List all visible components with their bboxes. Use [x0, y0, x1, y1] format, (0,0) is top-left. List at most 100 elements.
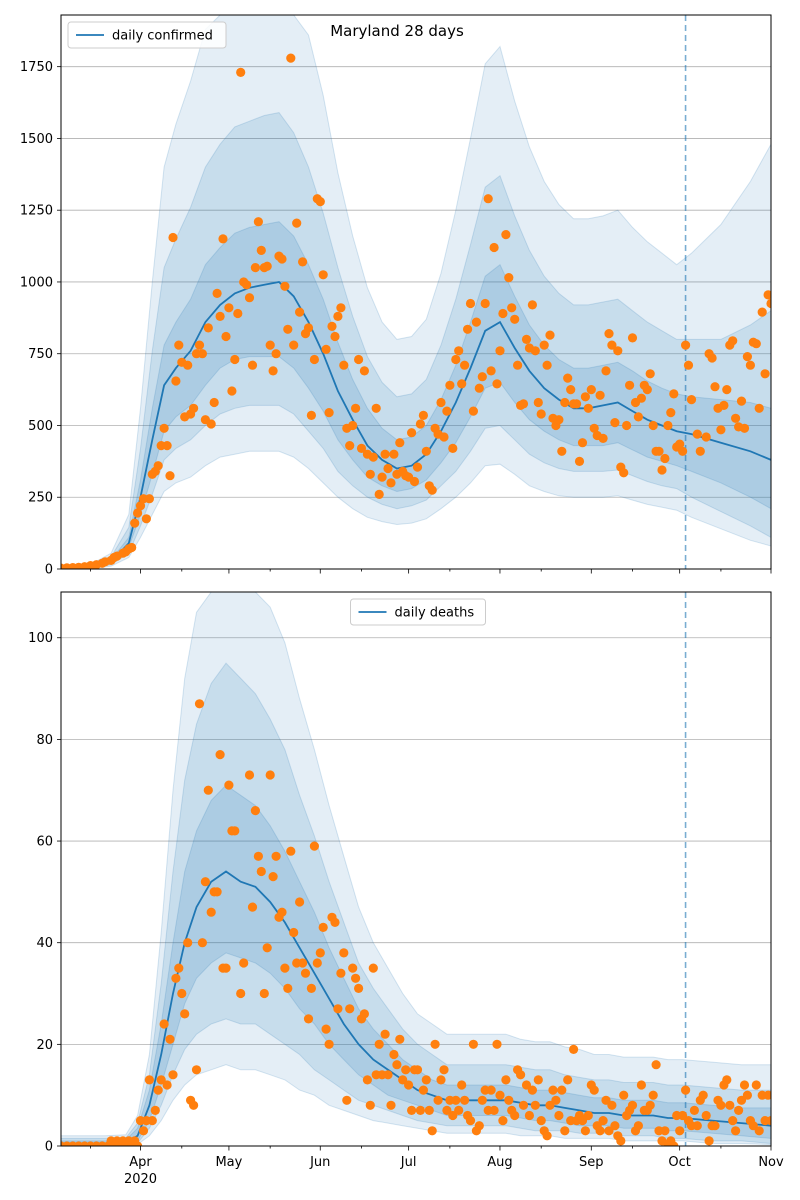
observed-point — [495, 346, 505, 356]
observed-point — [380, 1029, 390, 1039]
observed-point — [595, 1126, 605, 1136]
observed-point — [365, 1100, 375, 1110]
observed-point — [230, 826, 240, 836]
observed-point — [283, 324, 293, 334]
observed-point — [739, 423, 750, 433]
observed-point — [521, 334, 532, 344]
observed-point — [701, 1110, 711, 1121]
observed-point — [168, 1070, 178, 1080]
observed-point — [318, 270, 328, 280]
observed-point — [560, 1126, 570, 1136]
observed-point — [542, 1131, 552, 1141]
observed-point — [530, 1100, 540, 1110]
observed-point — [197, 938, 207, 948]
observed-point — [262, 261, 272, 271]
observed-point — [371, 403, 381, 413]
observed-point — [763, 1090, 771, 1100]
observed-point — [604, 329, 614, 339]
legend: daily deaths — [350, 598, 486, 626]
observed-point — [354, 983, 364, 994]
observed-point — [215, 750, 225, 760]
legend: daily confirmed — [67, 21, 227, 49]
legend-label: daily deaths — [395, 606, 475, 621]
observed-point — [244, 293, 255, 303]
observed-point — [333, 1004, 343, 1014]
observed-point — [498, 1116, 508, 1126]
observed-point — [306, 410, 316, 420]
observed-point — [221, 331, 231, 342]
observed-point — [495, 1090, 505, 1100]
observed-point — [545, 330, 555, 340]
observed-point — [162, 441, 172, 451]
observed-point — [312, 958, 322, 968]
observed-point — [501, 230, 511, 240]
observed-point — [303, 323, 314, 333]
x-tick-label: Oct — [668, 1155, 690, 1170]
observed-point — [728, 1116, 738, 1126]
observed-point — [486, 366, 496, 376]
observed-point — [212, 288, 222, 298]
y-tick-label: 100 — [28, 631, 53, 646]
observed-point — [165, 471, 175, 481]
observed-point — [180, 1009, 190, 1019]
observed-point — [524, 1110, 535, 1121]
observed-point — [356, 443, 367, 453]
observed-point — [751, 339, 761, 349]
observed-point — [527, 300, 538, 310]
observed-point — [619, 468, 629, 478]
observed-point — [695, 446, 705, 456]
plot-content — [61, 592, 771, 1146]
observed-point — [651, 1060, 661, 1070]
observed-point — [295, 897, 305, 907]
observed-point — [150, 1105, 160, 1115]
observed-point — [321, 1024, 331, 1034]
observed-point — [492, 1039, 502, 1049]
observed-point — [206, 907, 216, 917]
observed-point — [536, 409, 546, 419]
observed-point — [194, 340, 205, 350]
observed-point — [221, 963, 231, 973]
y-tick-label: 60 — [36, 835, 53, 850]
observed-point — [203, 323, 213, 333]
observed-point — [144, 1075, 154, 1085]
observed-point — [247, 360, 258, 370]
observed-point — [754, 1126, 764, 1136]
observed-point — [147, 1116, 157, 1126]
chart-title: Maryland 28 days — [330, 22, 464, 40]
observed-point — [625, 380, 635, 390]
observed-point — [445, 380, 455, 390]
observed-point — [474, 1121, 484, 1131]
axes-frame — [60, 591, 772, 1147]
observed-point — [698, 1090, 708, 1100]
observed-point — [256, 866, 266, 877]
observed-point — [421, 446, 431, 456]
observed-point — [468, 1039, 478, 1049]
observed-point — [527, 1085, 538, 1095]
observed-point — [359, 366, 369, 376]
observed-point — [442, 406, 452, 416]
y-tick-label: 0 — [45, 563, 53, 578]
observed-point — [633, 1121, 644, 1131]
observed-point — [451, 1095, 461, 1105]
observed-point — [395, 1034, 405, 1044]
observed-point — [286, 846, 296, 856]
plot-content — [61, 15, 771, 569]
observed-point — [663, 420, 673, 431]
observed-point — [309, 841, 319, 851]
observed-point — [133, 1141, 143, 1146]
legend-box — [350, 598, 486, 626]
observed-point — [533, 1075, 543, 1085]
axes-frame — [60, 14, 772, 570]
band-80-interval — [61, 112, 771, 569]
observed-point — [669, 1141, 679, 1146]
observed-point — [324, 408, 334, 418]
observed-point — [580, 1126, 591, 1136]
observed-point — [554, 415, 564, 425]
observed-point — [742, 352, 753, 362]
observed-point — [239, 958, 249, 968]
observed-point — [383, 463, 393, 474]
observed-point — [415, 419, 425, 429]
observed-point — [298, 958, 308, 968]
observed-point — [227, 386, 237, 396]
